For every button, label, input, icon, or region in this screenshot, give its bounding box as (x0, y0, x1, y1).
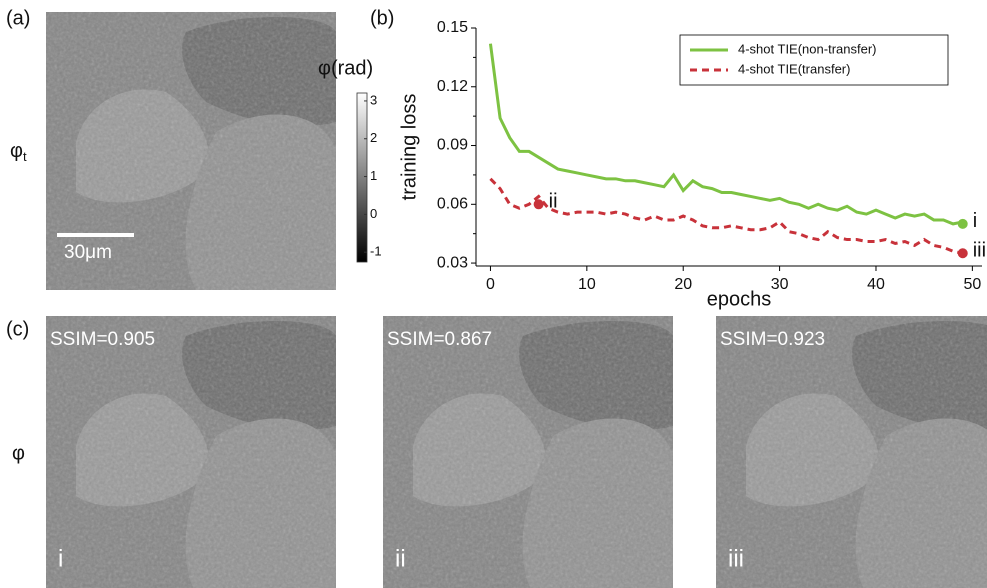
y-tick-label: 0.03 (437, 254, 468, 271)
colorbar-tick-label: 0 (370, 206, 377, 221)
colorbar-tick-label: 2 (370, 130, 377, 145)
colorbar-tick-label: 1 (370, 168, 377, 183)
ssim-label: SSIM=0.867 (387, 329, 492, 350)
image-label: i (58, 545, 63, 572)
annotation-label: ii (549, 191, 558, 213)
reconstruction-image (716, 316, 987, 588)
row-label: φt (10, 140, 27, 164)
annotation-marker (958, 219, 968, 229)
x-tick-label: 20 (674, 276, 692, 293)
x-tick-label: 0 (486, 276, 495, 293)
reconstruction-image (46, 316, 336, 588)
x-axis-label: epochs (707, 288, 772, 310)
scale-bar (57, 233, 134, 237)
colorbar-title: φ(rad) (318, 57, 373, 79)
image-label: ii (395, 545, 406, 572)
y-tick-label: 0.15 (437, 19, 468, 36)
y-tick-label: 0.12 (437, 78, 468, 95)
annotation-marker (534, 199, 544, 209)
panel-label: (b) (370, 7, 394, 29)
ssim-label: SSIM=0.923 (720, 329, 825, 350)
y-axis-label: training loss (398, 94, 420, 201)
x-tick-label: 30 (771, 276, 789, 293)
figure: (a) φt 30μm φ(rad) 3210-1 (b) 0.030.060.… (0, 0, 987, 588)
y-tick-label: 0.06 (437, 196, 468, 213)
annotation-label: i (973, 210, 977, 232)
y-tick-label: 0.09 (437, 137, 468, 154)
x-tick-label: 10 (578, 276, 596, 293)
annotation-label: iii (973, 240, 986, 262)
panel-label: (a) (6, 7, 30, 29)
ssim-label: SSIM=0.905 (50, 329, 155, 350)
legend-label: 4-shot TIE(transfer) (738, 61, 850, 76)
x-tick-label: 50 (963, 276, 981, 293)
reconstruction-image (383, 316, 673, 588)
colorbar (357, 93, 367, 262)
colorbar-tick-label: 3 (370, 92, 377, 107)
image-label: iii (728, 545, 744, 572)
panel-label: (c) (6, 318, 29, 340)
x-tick-label: 40 (867, 276, 885, 293)
colorbar-tick-label: -1 (370, 244, 382, 259)
legend-label: 4-shot TIE(non-transfer) (738, 41, 876, 56)
row-label: φ (12, 442, 25, 464)
scale-bar-label: 30μm (64, 242, 112, 263)
annotation-marker (958, 248, 968, 258)
